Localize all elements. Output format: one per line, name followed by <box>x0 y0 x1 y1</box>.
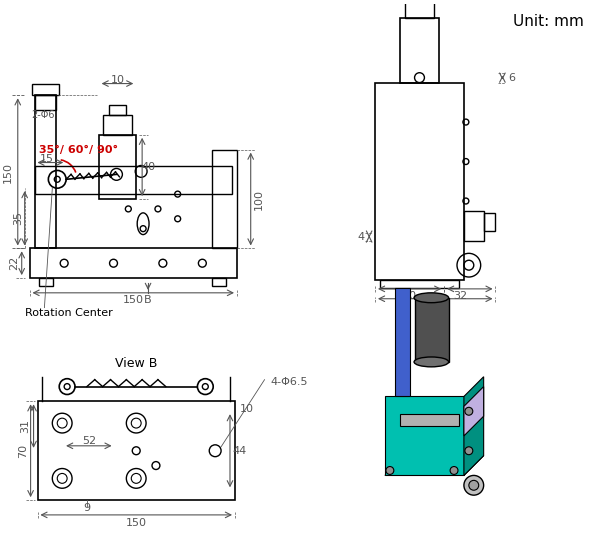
Circle shape <box>464 475 484 495</box>
Bar <box>109 105 127 115</box>
Circle shape <box>465 447 473 455</box>
Circle shape <box>450 466 458 474</box>
Bar <box>35 166 232 194</box>
Text: 15: 15 <box>40 153 53 163</box>
Bar <box>40 278 53 286</box>
Text: 35: 35 <box>13 211 23 225</box>
Text: 100: 100 <box>254 189 263 210</box>
Text: 70: 70 <box>18 444 28 458</box>
Text: 6: 6 <box>508 73 515 83</box>
Bar <box>38 401 235 500</box>
Bar <box>29 248 237 278</box>
Text: 10: 10 <box>110 75 124 85</box>
Text: 22: 22 <box>9 256 19 270</box>
Text: 150: 150 <box>3 162 13 183</box>
Text: Rotation Center: Rotation Center <box>25 307 112 318</box>
Bar <box>484 213 496 230</box>
Text: 105: 105 <box>419 302 440 311</box>
Text: B: B <box>144 295 152 305</box>
Polygon shape <box>385 396 464 475</box>
Text: 52: 52 <box>82 436 96 446</box>
Bar <box>404 1 434 18</box>
Text: View B: View B <box>115 357 157 371</box>
Polygon shape <box>464 377 484 475</box>
Bar <box>35 95 56 110</box>
Text: 40: 40 <box>141 162 155 172</box>
Bar <box>375 83 464 280</box>
Text: 44: 44 <box>233 446 247 456</box>
Bar <box>400 18 439 83</box>
Circle shape <box>386 466 394 474</box>
Bar <box>380 280 459 288</box>
Text: Unit: mm: Unit: mm <box>513 14 584 29</box>
Text: 31: 31 <box>20 419 31 433</box>
Text: 32: 32 <box>453 291 467 301</box>
Bar <box>212 278 226 286</box>
Ellipse shape <box>414 357 449 367</box>
Text: 70: 70 <box>403 291 416 301</box>
Circle shape <box>465 407 473 415</box>
Text: 2-Φ6: 2-Φ6 <box>32 110 55 120</box>
Polygon shape <box>395 288 410 396</box>
Bar <box>464 211 484 240</box>
Text: 4: 4 <box>358 232 365 242</box>
Text: 4-Φ6.5: 4-Φ6.5 <box>271 377 308 387</box>
Bar <box>400 414 459 426</box>
Polygon shape <box>385 456 484 475</box>
Text: 35°/ 60°/ 90°: 35°/ 60°/ 90° <box>40 145 119 155</box>
Bar <box>212 150 237 248</box>
Bar <box>99 135 136 199</box>
Bar <box>32 84 59 95</box>
Text: 9: 9 <box>83 503 91 513</box>
Bar <box>415 298 449 362</box>
Text: 10: 10 <box>240 405 254 414</box>
Text: 150: 150 <box>123 295 144 305</box>
Polygon shape <box>464 387 484 436</box>
Bar <box>103 115 132 135</box>
Circle shape <box>469 480 479 490</box>
Ellipse shape <box>414 293 449 302</box>
Text: 150: 150 <box>126 518 147 528</box>
Bar <box>35 95 56 248</box>
